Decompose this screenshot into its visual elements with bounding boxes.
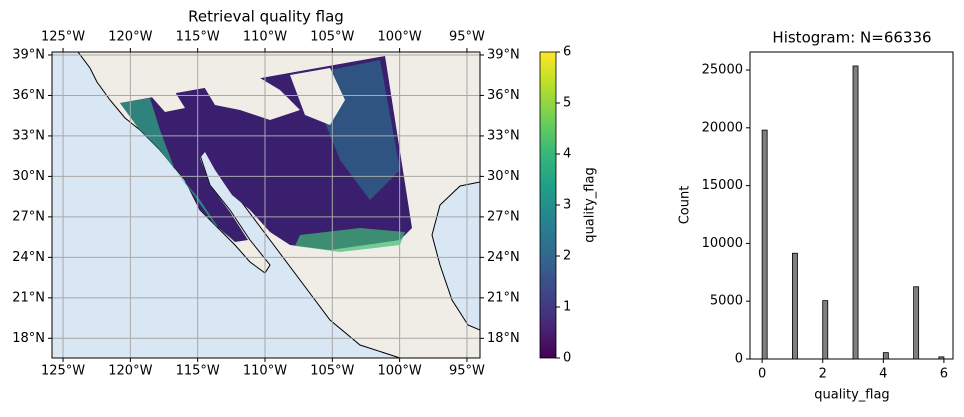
colorbar-tick-label: 5 [563, 96, 571, 111]
y-tick-label: 24°N [487, 250, 520, 265]
colorbar-tick-label: 3 [563, 198, 571, 213]
histogram-bar [852, 65, 859, 360]
colorbar-tick-label: 2 [563, 249, 571, 264]
histogram-frame [749, 51, 954, 360]
y-tick-label: 0 [735, 352, 743, 367]
y-tick-label: 21°N [12, 290, 45, 305]
x-tick-label: 4 [879, 367, 887, 382]
map-grid [52, 52, 480, 358]
x-tick-label: 105°W [310, 364, 354, 379]
colorbar [539, 51, 557, 359]
cloud-gap [200, 72, 300, 120]
y-tick-label: 36°N [487, 88, 520, 103]
colorbar-tick-label: 4 [563, 147, 571, 162]
histogram-bar [913, 286, 920, 360]
colorbar-tick-label: 6 [563, 45, 571, 60]
map-title: Retrieval quality flag [188, 8, 344, 26]
x-tick-label: 120°W [108, 364, 152, 379]
y-tick-label: 33°N [487, 128, 520, 143]
y-tick-label: 27°N [487, 209, 520, 224]
y-tick-label: 21°N [487, 290, 520, 305]
histogram-bar [938, 356, 945, 360]
y-axis-label: Count [678, 186, 693, 225]
histogram-bar [822, 300, 829, 360]
x-axis-label: quality_flag [814, 388, 889, 403]
histogram-bar [761, 129, 768, 360]
x-tick-label: 105°W [310, 30, 354, 45]
colorbar-tick-label: 0 [563, 351, 571, 366]
swath-green [295, 228, 405, 252]
colorbar-tick-label: 1 [563, 300, 571, 315]
cloud-gap [150, 92, 185, 112]
colorbar-label: quality_flag [583, 167, 598, 242]
histogram-bar [792, 252, 798, 360]
x-tick-label: 2 [819, 367, 827, 382]
x-tick-label: 0 [758, 367, 766, 382]
y-tick-label: 36°N [12, 88, 45, 103]
cloud-gap [290, 68, 345, 125]
y-tick-label: 30°N [12, 169, 45, 184]
y-tick-label: 5000 [710, 294, 743, 309]
x-tick-label: 95°W [449, 30, 485, 45]
y-tick-label: 30°N [487, 169, 520, 184]
swath-green [120, 98, 240, 245]
y-tick-label: 39°N [487, 47, 520, 62]
map-background [52, 52, 480, 358]
y-tick-label: 15000 [702, 178, 743, 193]
y-tick-label: 39°N [12, 47, 45, 62]
histogram-bar [882, 352, 889, 360]
y-tick-label: 24°N [12, 250, 45, 265]
y-tick-label: 27°N [12, 209, 45, 224]
y-tick-label: 20000 [702, 120, 743, 135]
x-tick-label: 125°W [41, 30, 85, 45]
x-tick-label: 115°W [176, 30, 220, 45]
y-tick-label: 10000 [702, 236, 743, 251]
x-tick-label: 115°W [176, 364, 220, 379]
y-tick-label: 18°N [12, 331, 45, 346]
x-tick-label: 120°W [108, 30, 152, 45]
y-tick-label: 25000 [702, 62, 743, 77]
x-tick-label: 100°W [378, 364, 422, 379]
x-tick-label: 110°W [243, 364, 287, 379]
x-tick-label: 110°W [243, 30, 287, 45]
x-tick-label: 95°W [449, 364, 485, 379]
y-tick-label: 18°N [487, 331, 520, 346]
x-tick-label: 6 [940, 367, 948, 382]
histogram-title: Histogram: N=66336 [772, 29, 931, 47]
y-tick-label: 33°N [12, 128, 45, 143]
x-tick-label: 100°W [378, 30, 422, 45]
map-frame [51, 51, 481, 359]
x-tick-label: 125°W [41, 364, 85, 379]
